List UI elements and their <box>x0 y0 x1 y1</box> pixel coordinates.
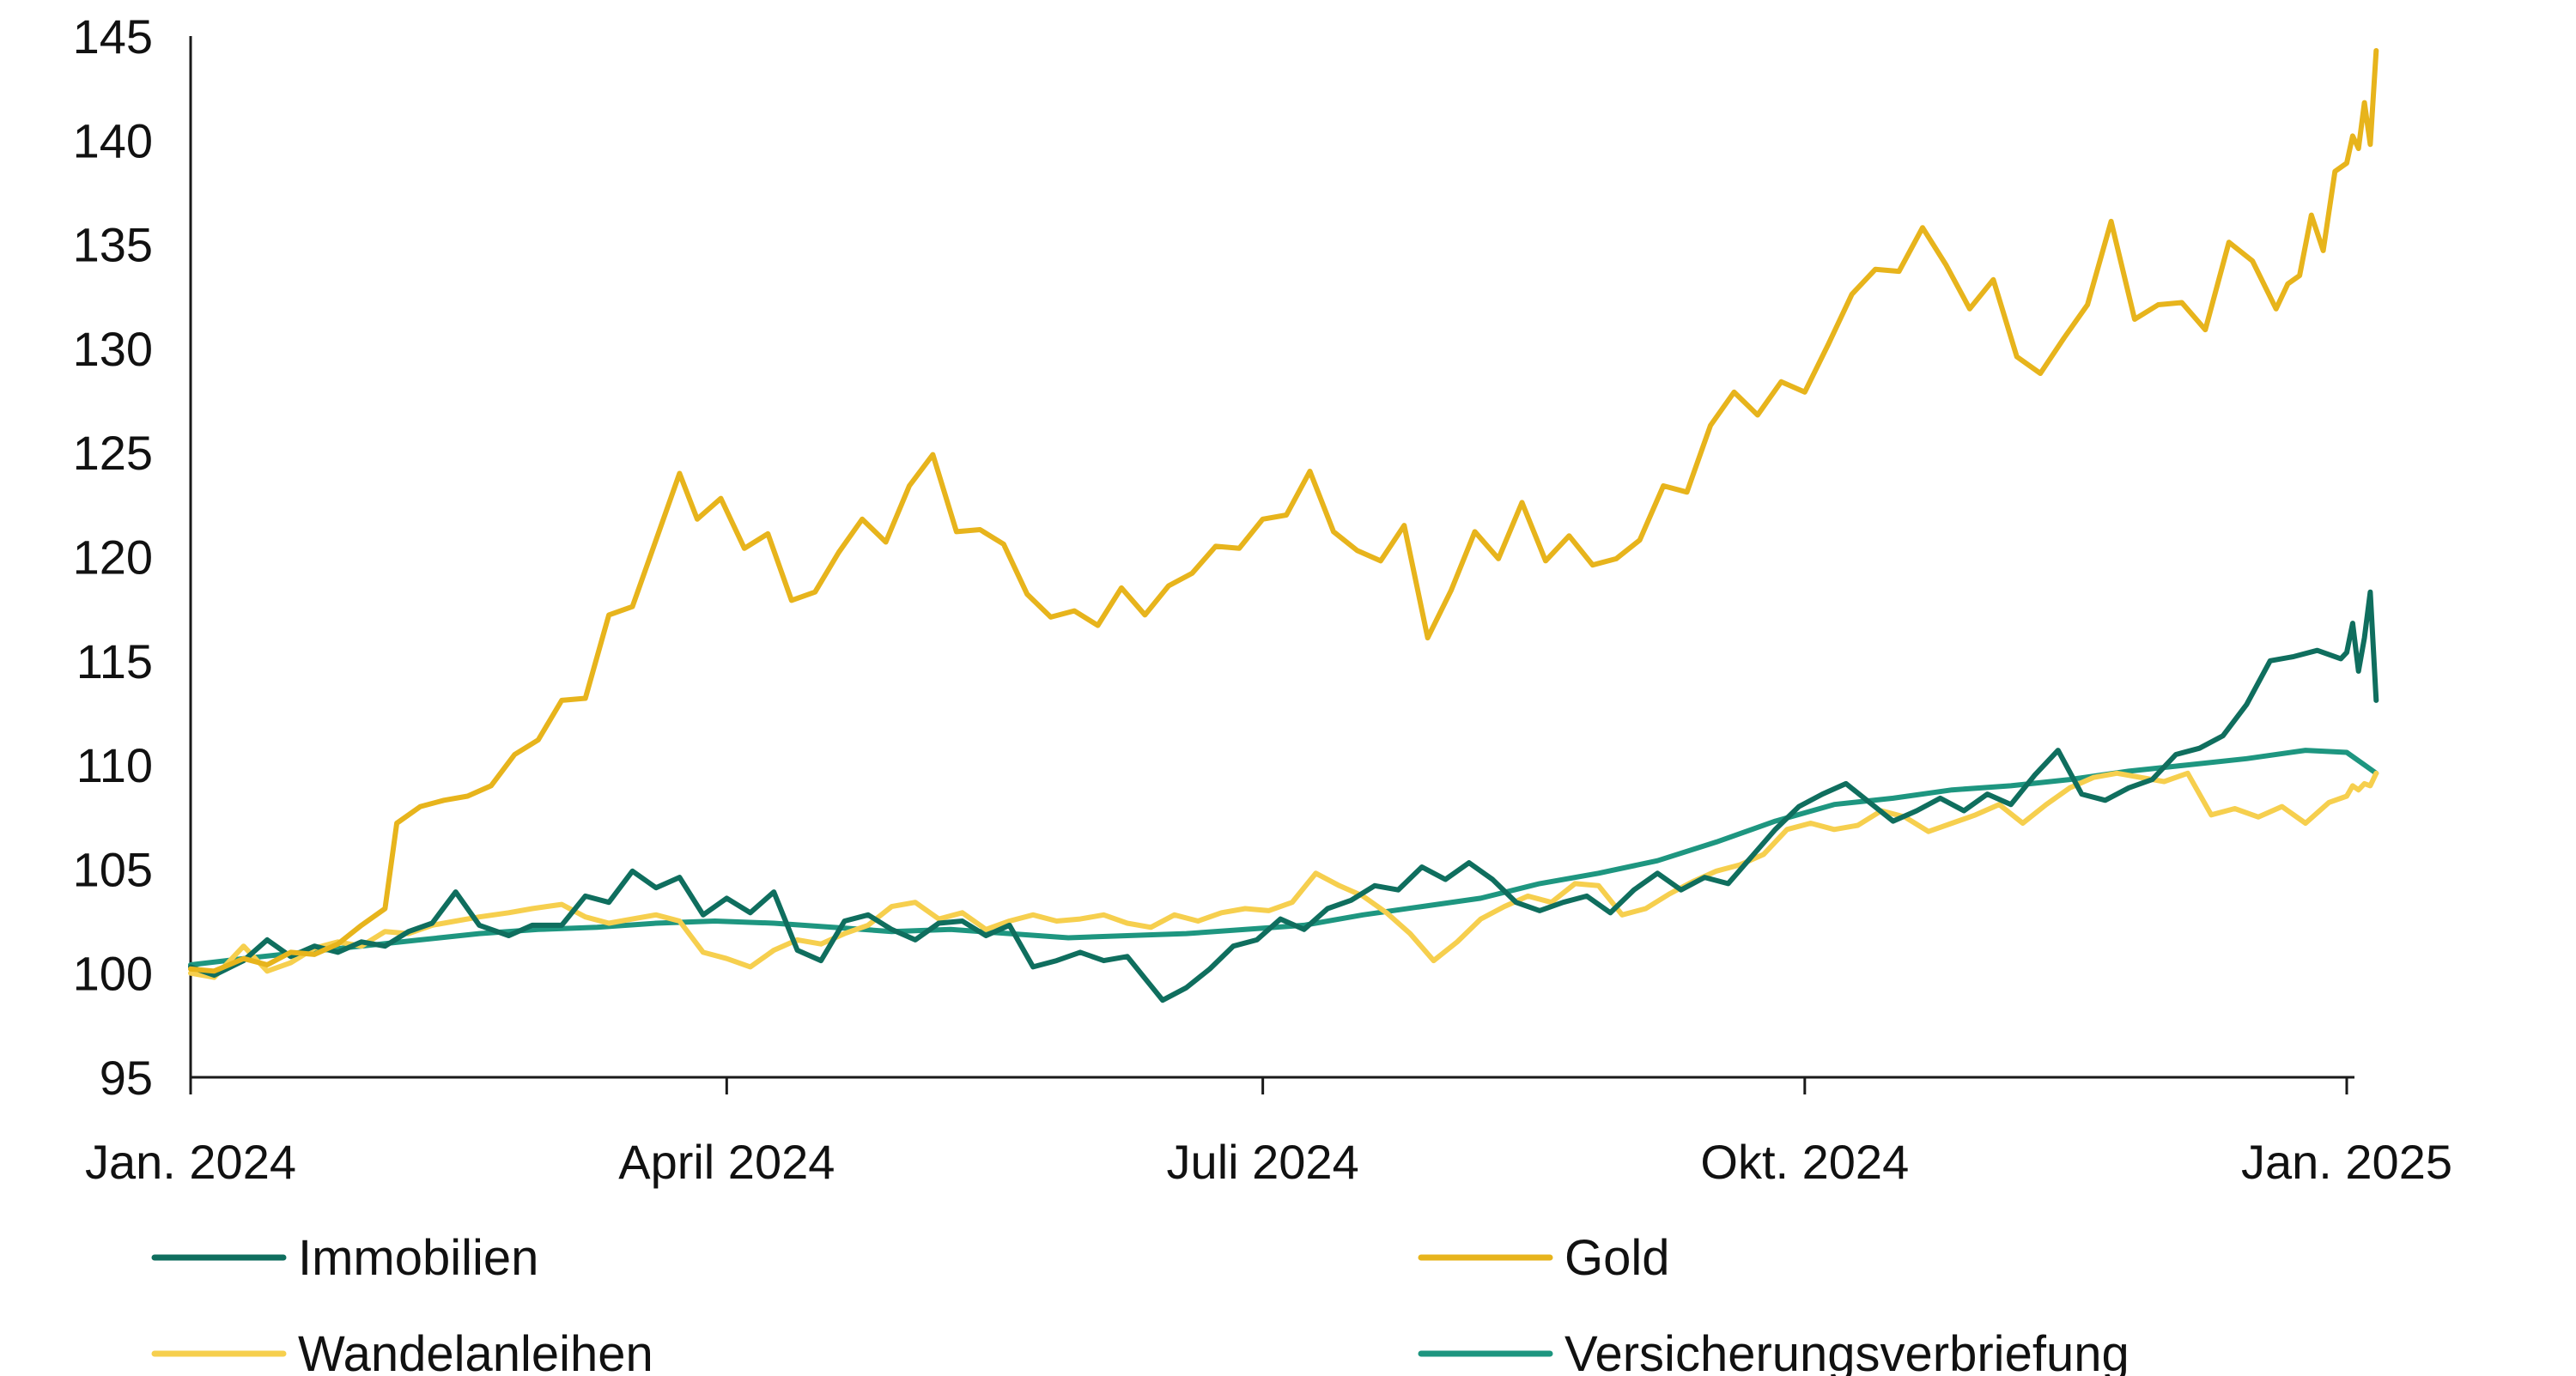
series-layer <box>188 48 2379 1003</box>
y-tick-label-145: 145 <box>73 9 153 64</box>
x-tick-label-0: Jan. 2024 <box>85 1135 296 1189</box>
x-tick-label-1: April 2024 <box>618 1135 835 1189</box>
y-tick-label-135: 135 <box>73 218 153 272</box>
y-tick-label-120: 120 <box>73 530 153 585</box>
y-tick-label-125: 125 <box>73 426 153 480</box>
y-tick-label-95: 95 <box>100 1051 153 1105</box>
legend-label-versicherungsverbriefung: Versicherungsverbriefung <box>1564 1326 2129 1376</box>
legend-label-immobilien: Immobilien <box>298 1230 538 1286</box>
y-tick-label-100: 100 <box>73 947 153 1001</box>
x-tick-label-4: Jan. 2025 <box>2241 1135 2452 1189</box>
series-line-immobilien <box>188 589 2379 1003</box>
x-axis: Jan. 2024 April 2024 Juli 2024 Okt. 2024 Jan… <box>85 1076 2452 1189</box>
y-tick-label-105: 105 <box>73 842 153 896</box>
y-axis: 95 100 105 110 115 120 125 130 135 140 145 <box>73 9 192 1105</box>
y-tick-label-130: 130 <box>73 322 153 376</box>
x-ticks: Jan. 2024 April 2024 Juli 2024 Okt. 2024 Jan… <box>85 1077 2452 1189</box>
series-line-wandelanleihen <box>188 770 2379 980</box>
y-tick-label-115: 115 <box>76 634 153 688</box>
legend-label-gold: Gold <box>1564 1230 1670 1286</box>
y-tick-label-140: 140 <box>73 113 153 167</box>
series-line-gold <box>188 48 2379 974</box>
series-line-versicherungsverbriefung <box>188 748 2379 967</box>
legend: Immobilien Gold Wandelanleihen Versicherung… <box>151 1230 2129 1376</box>
legend-label-wandelanleihen: Wandelanleihen <box>298 1326 653 1376</box>
x-tick-label-3: Okt. 2024 <box>1700 1135 1909 1189</box>
x-tick-label-2: Juli 2024 <box>1167 1135 1359 1189</box>
y-tick-label-110: 110 <box>76 738 153 792</box>
y-ticks: 95 100 105 110 115 120 125 130 135 140 145 <box>73 9 153 1105</box>
